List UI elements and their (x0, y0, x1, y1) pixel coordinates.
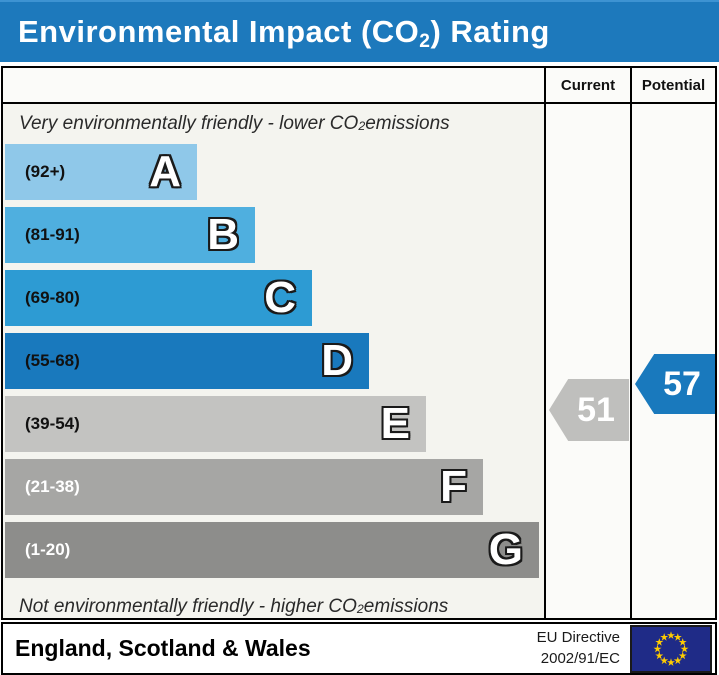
caption-bottom: Not environmentally friendly - higher CO… (19, 596, 449, 617)
band-range-label: (39-54) (25, 414, 80, 433)
band-row-b: (81-91) B (5, 207, 255, 263)
caption-top: Very environmentally friendly - lower CO… (19, 113, 450, 134)
potential-arrow: 57 (635, 354, 715, 414)
rating-table: Current Potential Very environmentally f… (1, 66, 717, 620)
current-column: 51 (544, 104, 630, 618)
potential-column: 57 (630, 104, 715, 618)
current-column-header: Current (544, 68, 630, 102)
footer-bar: England, Scotland & Wales EU Directive 2… (1, 622, 717, 675)
region-label: England, Scotland & Wales (15, 635, 311, 661)
chart-area: Very environmentally friendly - lower CO… (3, 104, 544, 618)
band-row-f: (21-38) F (5, 459, 483, 515)
potential-value: 57 (663, 364, 701, 403)
title-bar: Environmental Impact (CO2) Rating (0, 0, 719, 62)
eu-directive-text: EU Directive 2002/91/EC (536, 629, 620, 667)
current-value: 51 (577, 390, 615, 429)
band-row-g: (1-20) G (5, 522, 539, 578)
band-letter: B (207, 210, 239, 259)
table-header-row: Current Potential (3, 68, 715, 104)
page-title: Environmental Impact (CO2) Rating (18, 14, 550, 52)
band-letter: E (380, 399, 410, 448)
band-range-label: (92+) (25, 162, 66, 181)
table-body-row: Very environmentally friendly - lower CO… (3, 104, 715, 618)
eu-flag-icon (630, 624, 712, 673)
potential-column-header: Potential (630, 68, 715, 102)
band-range-label: (21-38) (25, 477, 80, 496)
title-subscript: 2 (419, 30, 431, 52)
band-row-d: (55-68) D (5, 333, 369, 389)
band-letter: D (321, 336, 353, 385)
band-letter: G (488, 525, 523, 574)
band-range-label: (1-20) (25, 540, 71, 559)
band-row-e: (39-54) E (5, 396, 426, 452)
band-range-label: (81-91) (25, 225, 80, 244)
band-letter: F (440, 462, 467, 511)
rating-bands: (92+) A (81-91) B (69-80) C (55-68) D (3, 144, 544, 578)
band-row-c: (69-80) C (5, 270, 312, 326)
band-row-a: (92+) A (5, 144, 197, 200)
band-letter: A (149, 147, 181, 196)
band-range-label: (69-80) (25, 288, 80, 307)
current-arrow: 51 (549, 379, 629, 441)
band-range-label: (55-68) (25, 351, 80, 370)
band-letter: C (264, 273, 296, 322)
chart-column-header (3, 68, 544, 102)
